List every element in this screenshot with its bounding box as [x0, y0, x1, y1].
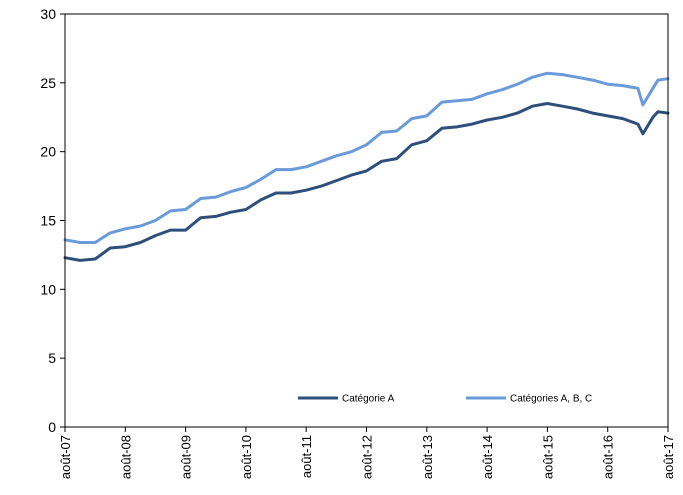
series-line-1: [63, 71, 670, 244]
x-tick-label: août-12: [360, 435, 375, 479]
x-tick-label: août-08: [118, 435, 133, 479]
y-tick-label: 0: [48, 419, 56, 435]
x-axis-ticks: août-07 août-08 août-09 août-10 août-11 août-…: [58, 427, 676, 479]
x-tick-label: août-11: [299, 435, 314, 478]
y-tick-label: 5: [48, 350, 56, 366]
x-tick-label: août-14: [480, 435, 495, 479]
x-tick-label: août-09: [179, 435, 194, 479]
y-tick-label: 25: [40, 75, 56, 91]
x-tick-label: août-07: [58, 435, 73, 479]
y-tick-label: 10: [40, 281, 56, 297]
x-tick-label: août-13: [420, 435, 435, 479]
legend-label-categories-abc: Catégories A, B, C: [510, 394, 592, 405]
y-tick-label: 15: [40, 213, 56, 229]
x-tick-label: août-17: [661, 435, 676, 479]
y-tick-label: 20: [40, 144, 56, 160]
legend: Catégorie A Catégories A, B, C: [298, 394, 592, 405]
plot-frame: [64, 13, 669, 428]
x-tick-label: août-10: [239, 435, 254, 479]
y-tick-label: 30: [40, 6, 56, 22]
legend-label-categorie-a: Catégorie A: [342, 394, 395, 405]
x-tick-label: août-15: [540, 435, 555, 479]
x-tick-label: août-16: [601, 435, 616, 479]
series-layer: [63, 71, 670, 262]
y-axis-ticks: 0 5 10 15 20 25 30: [40, 6, 65, 435]
series-line-0: [63, 102, 670, 262]
